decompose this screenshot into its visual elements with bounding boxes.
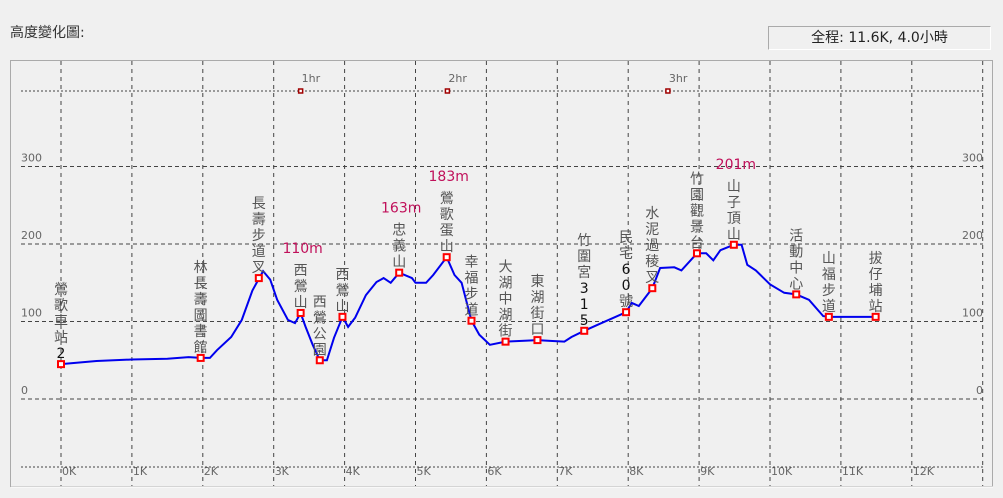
waypoint-label: 拔仔埔站 — [869, 251, 883, 315]
waypoint-label: 東湖街口 — [530, 274, 544, 338]
chart-title: 高度變化圖: — [10, 25, 85, 41]
waypoint-marker — [57, 360, 65, 369]
waypoint-marker — [254, 274, 263, 283]
time-marker — [444, 88, 451, 94]
waypoint-marker — [792, 290, 801, 299]
waypoint-marker — [467, 316, 476, 325]
waypoint-marker — [501, 337, 510, 346]
waypoint-marker — [296, 308, 305, 317]
waypoint-marker — [729, 240, 738, 249]
waypoint-marker — [533, 336, 542, 345]
peak-elevation-label: 110m — [282, 241, 322, 257]
x-tick-label: 3K — [275, 465, 290, 478]
y-tick-label-left: 0 — [21, 384, 28, 397]
peak-elevation-label: 163m — [381, 201, 421, 217]
waypoint-label: 竹園觀景台 — [690, 171, 704, 251]
waypoint-label: 長壽步道叉 — [252, 196, 266, 276]
y-tick-label-right: 200 — [962, 229, 983, 242]
waypoint-marker — [338, 312, 347, 321]
time-marker-label: 1hr — [302, 72, 321, 85]
y-tick-label-left: 300 — [21, 152, 42, 165]
peak-elevation-label: 183m — [429, 169, 469, 185]
time-marker-label: 2hr — [448, 72, 467, 85]
waypoint-marker — [395, 268, 404, 277]
waypoint-marker — [315, 356, 324, 365]
x-tick-label: 7K — [558, 465, 573, 478]
waypoint-label: 西鶯山 — [294, 263, 308, 311]
elevation-profile-line — [60, 243, 876, 366]
waypoint-marker — [442, 253, 451, 262]
x-tick-label: 8K — [629, 465, 644, 478]
waypoint-marker — [692, 249, 701, 258]
waypoint-label: 西鶯公園 — [313, 294, 327, 358]
waypoint-label: 幸福步道 — [465, 255, 479, 319]
y-tick-label-left: 200 — [21, 229, 42, 242]
x-tick-label: 0K — [62, 465, 77, 478]
time-marker-label: 3hr — [669, 72, 688, 85]
trip-summary: 全程: 11.6K, 4.0小時 — [768, 26, 991, 50]
waypoint-label: 竹圍宮 3 1 5 — [577, 233, 591, 329]
waypoint-label: 活動中心 — [789, 228, 803, 292]
waypoint-label: 水泥過稜叉 — [645, 206, 659, 286]
waypoint-label: 忠義山 — [392, 223, 406, 271]
waypoint-marker — [648, 284, 657, 293]
x-tick-label: 4K — [346, 465, 361, 478]
x-tick-label: 11K — [842, 465, 864, 478]
x-tick-label: 5K — [417, 465, 432, 478]
waypoint-label: 鶯歌蛋山 — [440, 191, 454, 255]
x-tick-label: 2K — [204, 465, 219, 478]
waypoint-label: 民宅 6 0 號 — [619, 230, 633, 310]
waypoint-label: 山子頂山 — [727, 179, 741, 243]
waypoint-marker — [580, 326, 589, 335]
x-tick-label: 1K — [133, 465, 148, 478]
waypoint-label: 西鶯山 — [335, 267, 349, 315]
waypoint-marker — [622, 308, 631, 317]
time-marker — [297, 88, 304, 94]
waypoint-label: 山福步道 — [822, 251, 836, 315]
x-tick-label: 12K — [913, 465, 935, 478]
peak-elevation-label: 201m — [716, 157, 756, 173]
waypoint-label: 鶯歌車站 2 — [54, 282, 68, 362]
waypoint-marker — [196, 353, 205, 362]
time-marker — [665, 88, 671, 94]
y-tick-label-right: 300 — [962, 152, 983, 165]
x-tick-label: 6K — [487, 465, 502, 478]
waypoint-marker — [824, 312, 833, 321]
y-tick-label-right: 0 — [976, 384, 983, 397]
x-tick-label: 10K — [771, 465, 793, 478]
x-tick-label: 9K — [700, 465, 715, 478]
plot-frame — [10, 60, 993, 487]
waypoint-label: 林長壽圖書館 — [194, 260, 208, 356]
waypoint-label: 大湖中湖街 — [499, 260, 513, 340]
waypoint-marker — [871, 312, 880, 321]
y-tick-label-right: 100 — [962, 307, 983, 320]
y-tick-label-left: 100 — [21, 307, 42, 320]
